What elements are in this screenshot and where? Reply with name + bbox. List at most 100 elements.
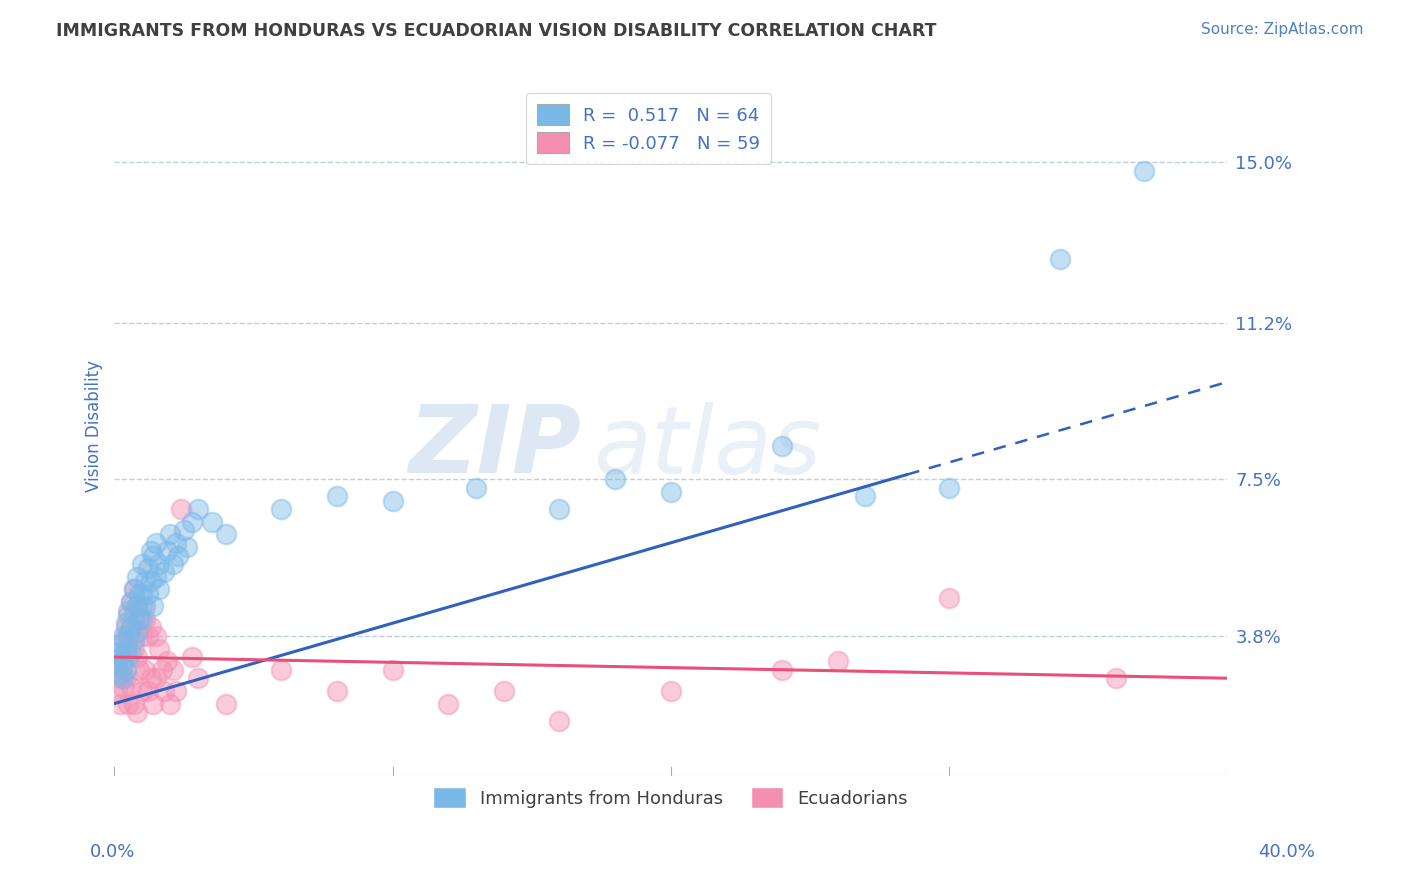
Point <box>120 620 142 634</box>
Point <box>145 671 167 685</box>
Point <box>108 671 131 685</box>
Point <box>855 489 877 503</box>
Point <box>326 684 349 698</box>
Text: atlas: atlas <box>593 402 821 493</box>
Point <box>148 582 170 597</box>
Point <box>134 612 156 626</box>
Point <box>117 697 139 711</box>
Point <box>125 624 148 639</box>
Point <box>150 663 173 677</box>
Point <box>114 620 136 634</box>
Point <box>111 633 134 648</box>
Point <box>136 586 159 600</box>
Point <box>139 574 162 588</box>
Point <box>465 481 488 495</box>
Point <box>131 684 153 698</box>
Point <box>326 489 349 503</box>
Point <box>153 684 176 698</box>
Point <box>142 697 165 711</box>
Point <box>131 629 153 643</box>
Point <box>187 671 209 685</box>
Point <box>159 527 181 541</box>
Point <box>105 658 128 673</box>
Point <box>145 536 167 550</box>
Point <box>131 612 153 626</box>
Point <box>215 527 238 541</box>
Point <box>105 684 128 698</box>
Point <box>125 599 148 614</box>
Text: Source: ZipAtlas.com: Source: ZipAtlas.com <box>1201 22 1364 37</box>
Point <box>105 646 128 660</box>
Point <box>142 599 165 614</box>
Point <box>122 633 145 648</box>
Point <box>114 646 136 660</box>
Point <box>125 599 148 614</box>
Point <box>117 603 139 617</box>
Point <box>659 684 682 698</box>
Point <box>120 595 142 609</box>
Point <box>142 549 165 563</box>
Point <box>938 591 960 605</box>
Point <box>159 697 181 711</box>
Point <box>114 616 136 631</box>
Point <box>125 705 148 719</box>
Point <box>134 663 156 677</box>
Point <box>165 684 187 698</box>
Point <box>770 438 793 452</box>
Point <box>181 515 204 529</box>
Point <box>128 663 150 677</box>
Point <box>125 569 148 583</box>
Point <box>134 599 156 614</box>
Point <box>153 566 176 580</box>
Point <box>605 472 627 486</box>
Point <box>122 641 145 656</box>
Point <box>148 641 170 656</box>
Point <box>131 557 153 571</box>
Point <box>1105 671 1128 685</box>
Point <box>128 612 150 626</box>
Point <box>381 663 404 677</box>
Point <box>548 714 571 728</box>
Point <box>117 629 139 643</box>
Point <box>156 544 179 558</box>
Point <box>111 654 134 668</box>
Point <box>131 599 153 614</box>
Point <box>108 650 131 665</box>
Point <box>111 671 134 685</box>
Point <box>136 629 159 643</box>
Point <box>120 595 142 609</box>
Point <box>114 671 136 685</box>
Point <box>659 485 682 500</box>
Point <box>176 540 198 554</box>
Point <box>108 667 131 681</box>
Point <box>122 582 145 597</box>
Point <box>136 684 159 698</box>
Point <box>120 620 142 634</box>
Point <box>156 654 179 668</box>
Point <box>117 633 139 648</box>
Point <box>187 502 209 516</box>
Y-axis label: Vision Disability: Vision Disability <box>86 360 103 492</box>
Point <box>215 697 238 711</box>
Point <box>165 536 187 550</box>
Point <box>270 663 292 677</box>
Point <box>108 650 131 665</box>
Point <box>122 582 145 597</box>
Point <box>437 697 460 711</box>
Point <box>148 557 170 571</box>
Point <box>145 569 167 583</box>
Point <box>128 586 150 600</box>
Point <box>170 502 193 516</box>
Point <box>173 523 195 537</box>
Point <box>136 561 159 575</box>
Point <box>108 697 131 711</box>
Point <box>122 607 145 622</box>
Point <box>1132 163 1154 178</box>
Point <box>120 680 142 694</box>
Point <box>114 663 136 677</box>
Point <box>131 586 153 600</box>
Point <box>270 502 292 516</box>
Point <box>145 629 167 643</box>
Text: IMMIGRANTS FROM HONDURAS VS ECUADORIAN VISION DISABILITY CORRELATION CHART: IMMIGRANTS FROM HONDURAS VS ECUADORIAN V… <box>56 22 936 40</box>
Text: ZIP: ZIP <box>409 401 582 493</box>
